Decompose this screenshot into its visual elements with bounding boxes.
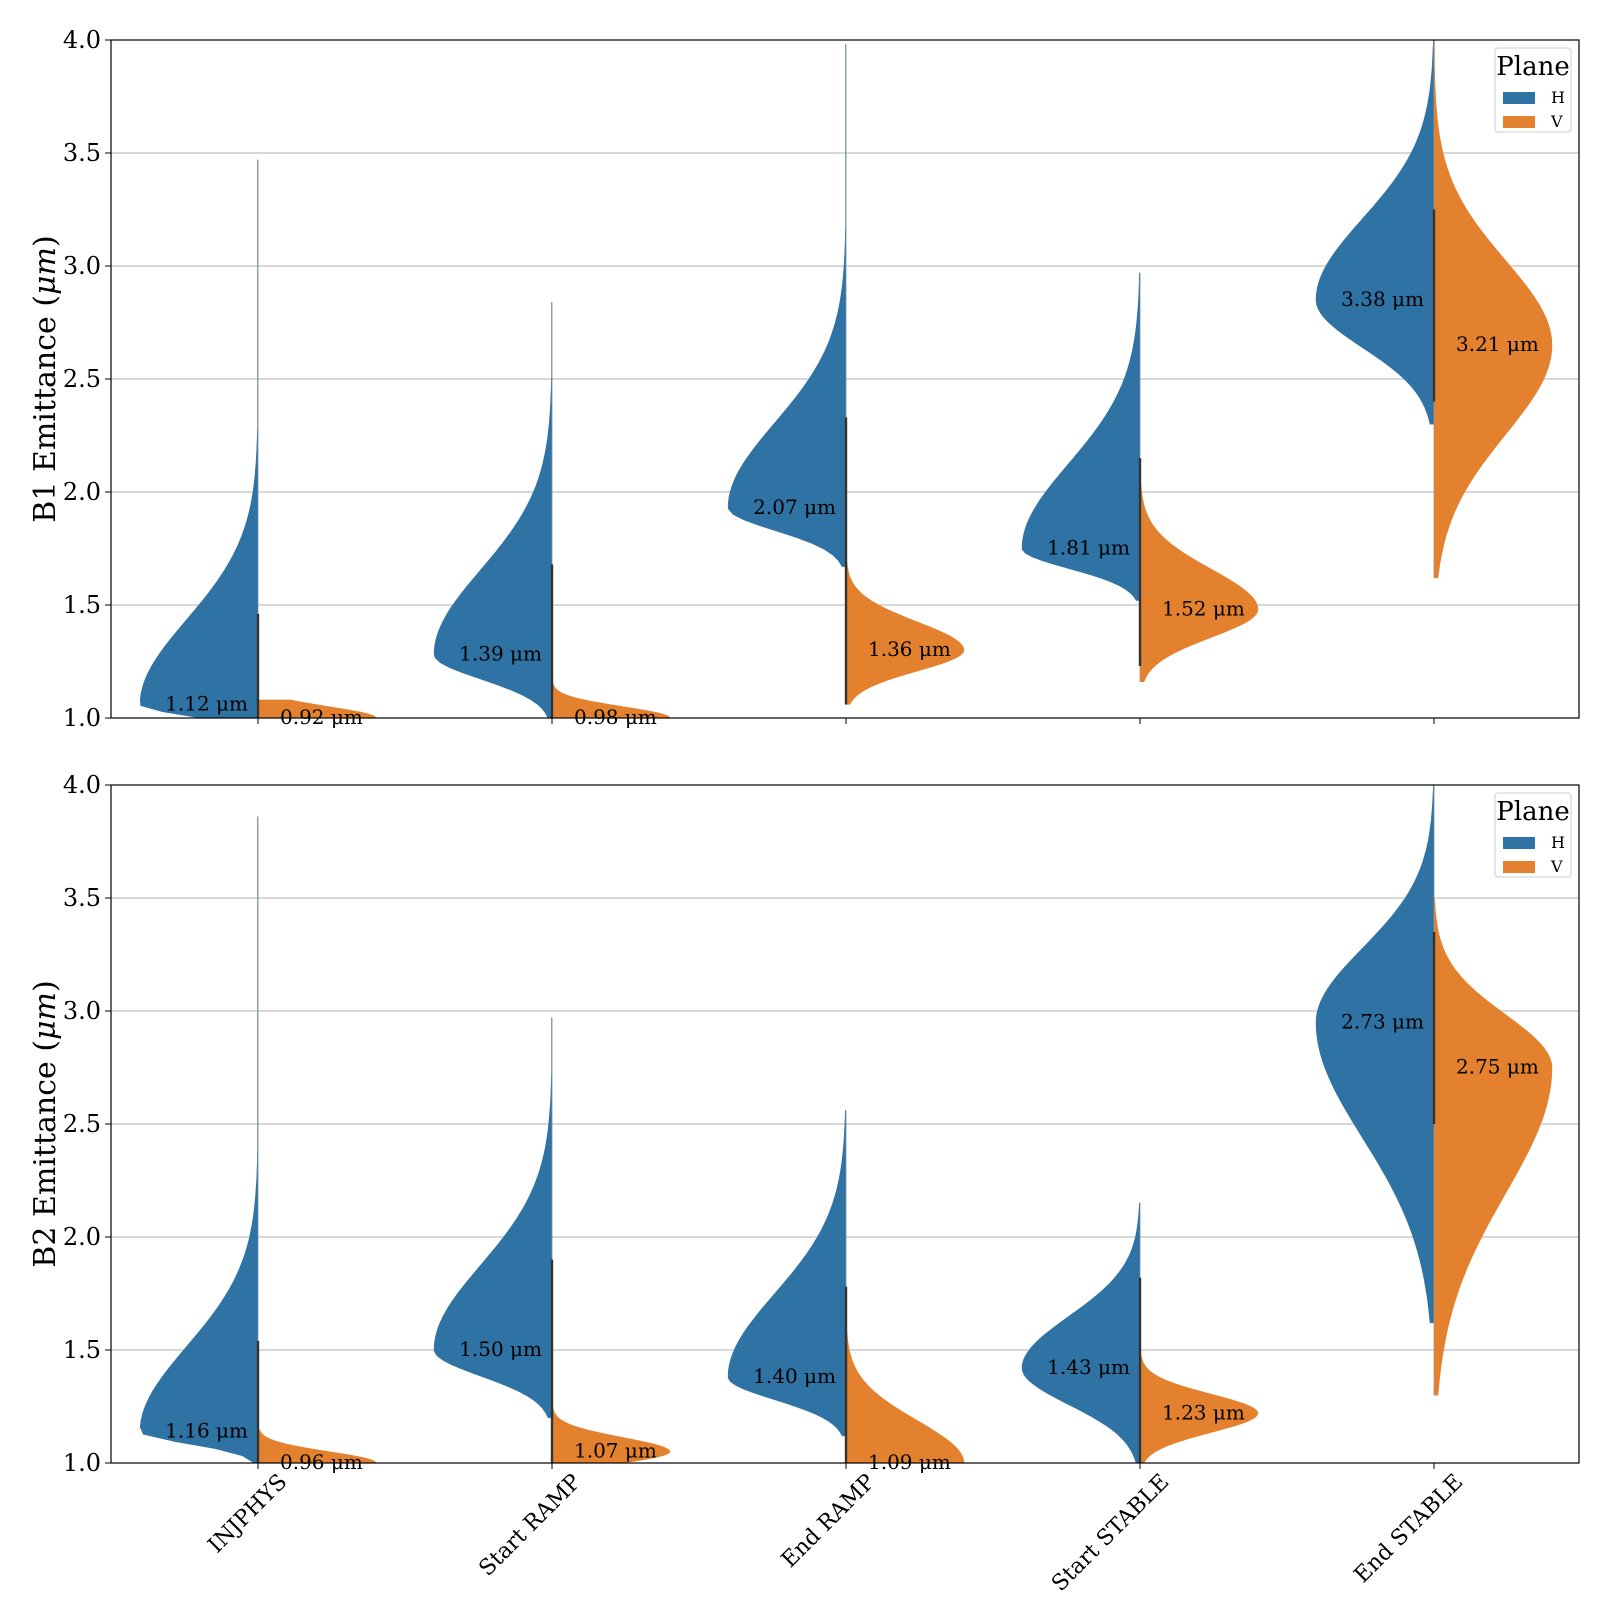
value-label-h-3: 2.07 μm [753,495,836,519]
value-label-v-1: 0.96 μm [280,1450,363,1474]
violin-h-5 [1315,40,1435,425]
value-label-v-5: 3.21 μm [1456,332,1539,356]
legend-swatch-h [1503,92,1535,104]
y-tick-label: 2.0 [63,478,101,506]
value-label-v-1: 0.92 μm [280,705,363,729]
value-label-h-4: 1.43 μm [1047,1355,1130,1379]
y-axis-label: B1 Emittance (μm) [28,235,63,522]
y-tick-label: 3.5 [63,139,101,167]
plot-frame [110,784,1580,1464]
legend-label-v: V [1550,857,1563,876]
violin-v-3 [845,1327,965,1463]
violin-h-1 [139,816,259,1463]
x-category-label: Start STABLE [1047,1470,1174,1597]
value-label-h-1: 1.12 μm [165,691,248,715]
y-tick-label: 1.5 [63,1336,101,1364]
chart-panel-2: 1.0 1.5 2.0 2.5 3.0 3.5 4.0 B2 Emittance (μm) 1.… [28,771,1580,1597]
value-label-h-5: 3.38 μm [1341,287,1424,311]
violin-h-2 [433,1017,553,1419]
value-label-v-2: 1.07 μm [574,1439,657,1463]
violin-v-2 [551,681,671,718]
violin-v-5 [1433,40,1553,579]
legend: Plane HV [1494,792,1572,878]
violin-v-5 [1433,897,1553,1396]
violin-h-1 [139,159,259,718]
legend-box [1494,792,1572,878]
value-label-v-3: 1.36 μm [868,637,951,661]
violin-v-2 [551,1406,671,1463]
plot-area [139,40,1553,718]
violin-v-1 [257,699,377,718]
violin-v-3 [845,559,965,705]
value-label-h-3: 1.40 μm [753,1364,836,1388]
y-tick-label: 1.5 [63,591,101,619]
violin-v-1 [257,1428,377,1463]
y-tick-label: 4.0 [63,26,101,54]
violin-h-4 [1021,1202,1141,1463]
y-tick-label: 1.0 [63,1449,101,1477]
value-label-v-4: 1.52 μm [1162,597,1245,621]
legend: Plane HV [1494,47,1572,133]
chart-panel-1: 1.0 1.5 2.0 2.5 3.0 3.5 4.0 B1 Emittance (μm) 1.… [28,26,1580,732]
y-axis-label: B2 Emittance (μm) [28,980,63,1267]
y-tick-label: 4.0 [63,771,101,799]
legend-label-v: V [1550,112,1563,131]
y-tick-label: 2.5 [63,1110,101,1138]
value-label-v-2: 0.98 μm [574,705,657,729]
value-label-v-4: 1.23 μm [1162,1400,1245,1424]
violin-v-4 [1139,480,1259,683]
value-label-h-2: 1.39 μm [459,642,542,666]
legend-label-h: H [1551,88,1565,107]
violin-h-4 [1021,272,1141,601]
x-category-label: INJPHYS [204,1470,293,1559]
violin-h-2 [433,301,553,718]
y-tick-label: 2.0 [63,1223,101,1251]
violin-h-3 [727,44,847,567]
value-label-h-5: 2.73 μm [1341,1009,1424,1033]
value-label-h-1: 1.16 μm [165,1418,248,1442]
x-category-label: Start RAMP [474,1469,586,1581]
legend-swatch-h [1503,837,1535,849]
violin-h-3 [727,1110,847,1437]
y-tick-label: 1.0 [63,704,101,732]
violin-v-4 [1139,1351,1259,1463]
legend-title: Plane [1496,52,1569,82]
y-tick-label: 2.5 [63,365,101,393]
violin-h-5 [1315,785,1435,1324]
value-label-v-3: 1.09 μm [868,1450,951,1474]
x-category-label: End RAMP [777,1469,880,1572]
plot-area [139,785,1553,1463]
value-label-v-5: 2.75 μm [1456,1055,1539,1079]
legend-box [1494,47,1572,133]
legend-swatch-v [1503,861,1535,873]
x-category-label: End STABLE [1350,1470,1468,1588]
value-label-h-4: 1.81 μm [1047,536,1130,560]
legend-title: Plane [1496,797,1569,827]
legend-swatch-v [1503,116,1535,128]
legend-label-h: H [1551,833,1565,852]
y-tick-label: 3.5 [63,884,101,912]
y-tick-label: 3.0 [63,997,101,1025]
value-label-h-2: 1.50 μm [459,1337,542,1361]
plot-frame [110,39,1580,719]
y-tick-label: 3.0 [63,252,101,280]
